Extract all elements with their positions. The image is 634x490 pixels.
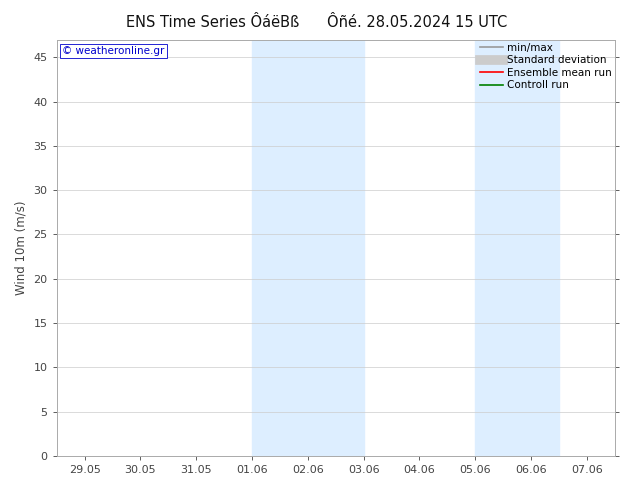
Bar	[476, 40, 559, 456]
Bar	[252, 40, 364, 456]
Y-axis label: Wind 10m (m/s): Wind 10m (m/s)	[15, 200, 28, 295]
Text: ENS Time Series ÔáëBß      Ôñé. 28.05.2024 15 UTC: ENS Time Series ÔáëBß Ôñé. 28.05.2024 15…	[126, 15, 508, 30]
Legend: min/max, Standard deviation, Ensemble mean run, Controll run: min/max, Standard deviation, Ensemble me…	[479, 42, 612, 92]
Text: © weatheronline.gr: © weatheronline.gr	[62, 46, 165, 56]
